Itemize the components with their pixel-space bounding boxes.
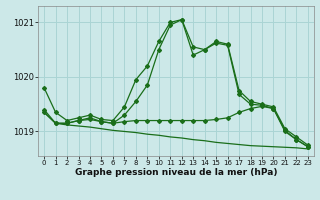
X-axis label: Graphe pression niveau de la mer (hPa): Graphe pression niveau de la mer (hPa) xyxy=(75,168,277,177)
